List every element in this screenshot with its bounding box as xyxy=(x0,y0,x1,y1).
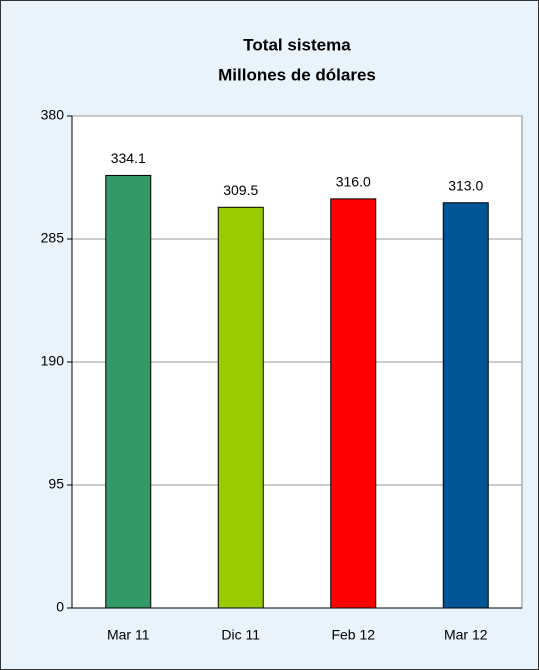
bar xyxy=(330,198,377,609)
y-tick-label: 190 xyxy=(41,353,65,369)
chart-title: Total sistema xyxy=(243,35,351,54)
data-label: 316.0 xyxy=(336,174,371,190)
x-tick-label: Feb 12 xyxy=(331,627,375,643)
y-tick-label: 0 xyxy=(56,599,64,615)
data-label: 309.5 xyxy=(223,182,258,198)
data-label: 334.1 xyxy=(111,150,146,166)
data-label: 313.0 xyxy=(448,177,483,193)
y-tick-label: 285 xyxy=(41,230,65,246)
bar xyxy=(442,202,489,609)
y-tick-label: 95 xyxy=(48,476,64,492)
x-tick-label: Mar 11 xyxy=(107,627,150,643)
bar xyxy=(105,174,152,609)
chart-subtitle: Millones de dólares xyxy=(218,65,376,84)
x-tick-label: Dic 11 xyxy=(221,627,260,643)
y-tick-label: 380 xyxy=(41,107,65,123)
bar xyxy=(217,206,264,609)
x-tick-label: Mar 12 xyxy=(444,627,488,643)
